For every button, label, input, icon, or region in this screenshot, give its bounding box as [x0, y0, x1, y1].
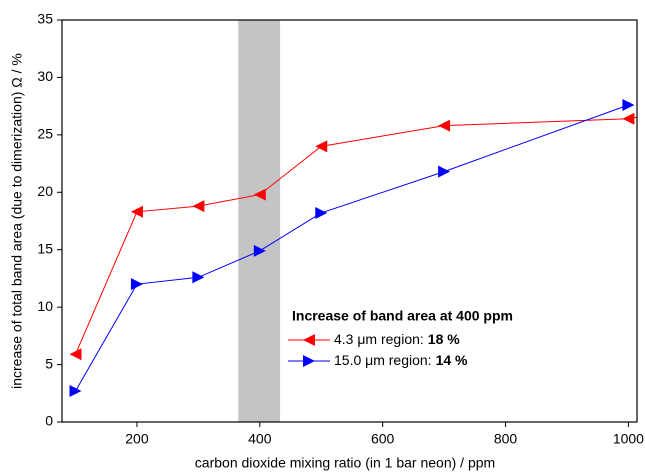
- y-tick-label: 35: [37, 11, 53, 27]
- marker: [641, 109, 645, 121]
- marker: [253, 188, 266, 201]
- marker: [622, 112, 635, 125]
- marker: [69, 348, 82, 361]
- marker: [130, 278, 143, 291]
- x-tick-label: 200: [125, 431, 149, 447]
- marker: [315, 206, 328, 219]
- legend-value: 18 %: [428, 331, 460, 347]
- x-axis-label: carbon dioxide mixing ratio (in 1 bar ne…: [195, 455, 495, 471]
- marker: [622, 98, 635, 111]
- series-line: [75, 116, 637, 355]
- y-tick-label: 10: [37, 298, 53, 314]
- y-tick-label: 5: [45, 355, 53, 371]
- marker: [192, 271, 205, 284]
- marker: [69, 384, 82, 397]
- legend-value: 14 %: [436, 352, 468, 368]
- frame: [61, 19, 638, 423]
- marker: [303, 334, 315, 346]
- legend-label: 4.3 μm region: 18 %: [334, 331, 460, 347]
- marker: [315, 140, 328, 153]
- marker: [253, 244, 266, 257]
- x-tick-label: 400: [248, 431, 272, 447]
- marker: [303, 355, 315, 367]
- marker: [192, 200, 205, 213]
- y-tick-label: 15: [37, 240, 53, 256]
- marker: [438, 119, 451, 132]
- x-tick-label: 800: [494, 431, 518, 447]
- shaded-band: [238, 20, 281, 422]
- plot-area: [69, 20, 645, 422]
- series-line: [75, 104, 629, 392]
- legend-name: 15.0 μm region:: [334, 352, 432, 368]
- x-tick-label: 600: [371, 431, 395, 447]
- legend-name: 4.3 μm region:: [334, 331, 424, 347]
- y-tick-label: 20: [37, 183, 53, 199]
- marker: [438, 165, 451, 178]
- y-tick-label: 30: [37, 68, 53, 84]
- y-tick-label: 0: [45, 413, 53, 429]
- y-axis-label: increase of total band area (due to dime…: [9, 53, 25, 389]
- legend-label: 15.0 μm region: 14 %: [334, 352, 468, 368]
- x-tick-label: 1000: [613, 431, 644, 447]
- legend-title: Increase of band area at 400 ppm: [292, 308, 513, 324]
- marker: [130, 205, 143, 218]
- y-tick-label: 25: [37, 126, 53, 142]
